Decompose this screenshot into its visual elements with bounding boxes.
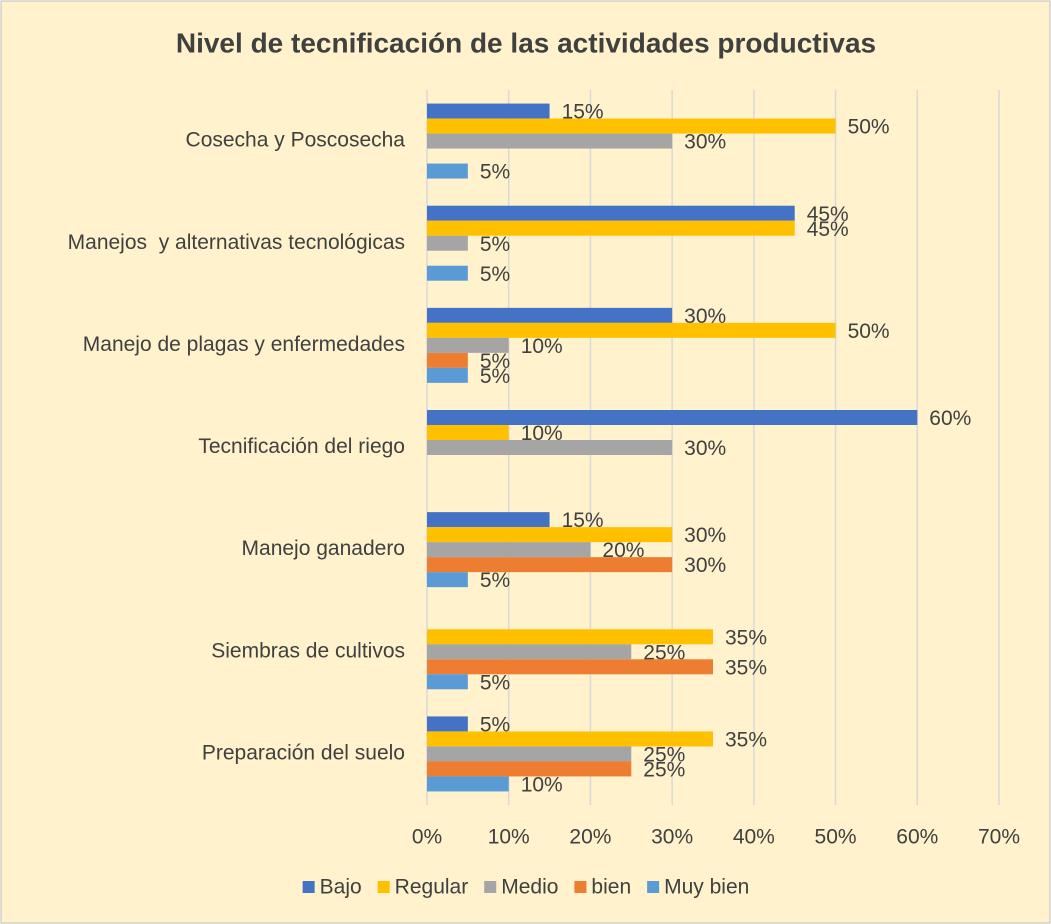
bar (427, 440, 673, 455)
legend-label: Bajo (320, 876, 362, 899)
legend-label: bien (591, 876, 631, 899)
x-tick-label: 20% (569, 826, 611, 849)
bar (427, 512, 550, 528)
bar (427, 163, 468, 179)
data-label: 5% (480, 569, 510, 592)
bar (427, 367, 468, 383)
legend-swatch (647, 881, 660, 893)
data-label: 10% (521, 335, 563, 358)
data-label: 10% (521, 422, 563, 445)
data-label: 30% (684, 131, 726, 154)
y-tick-label: Siembras de cultivos (211, 639, 405, 662)
bar (427, 337, 509, 353)
x-tick-label: 30% (651, 826, 693, 849)
legend-label: Muy bien (664, 876, 749, 899)
data-label: 30% (684, 305, 726, 328)
bar (427, 410, 918, 425)
legend-label: Regular (395, 876, 469, 899)
x-tick-label: 60% (896, 826, 938, 849)
bar (427, 265, 468, 281)
x-tick-label: 0% (412, 826, 442, 849)
data-label: 20% (602, 539, 644, 562)
bar (427, 322, 836, 338)
bar (427, 629, 713, 645)
bar (427, 644, 632, 660)
data-label: 5% (480, 233, 510, 256)
bar (427, 220, 795, 236)
data-label: 25% (643, 641, 685, 664)
y-tick-label: Preparación del suelo (202, 741, 405, 764)
legend-swatch (574, 881, 587, 893)
bar (427, 746, 632, 762)
bar (427, 205, 795, 221)
data-label: 15% (562, 509, 604, 532)
bar (427, 716, 468, 732)
data-label: 60% (929, 407, 971, 430)
bar (427, 235, 468, 251)
x-tick-label: 40% (733, 826, 775, 849)
bar (427, 425, 509, 440)
bar (427, 731, 713, 747)
y-tick-label: Manejo ganadero (242, 537, 405, 560)
data-label: 10% (521, 773, 563, 796)
data-label: 35% (725, 728, 767, 751)
bar (427, 572, 468, 588)
bar (427, 527, 673, 543)
bar (427, 103, 550, 119)
data-label: 5% (480, 713, 510, 736)
data-label: 30% (684, 437, 726, 460)
legend-swatch (377, 881, 390, 893)
legend-label: Medio (501, 876, 558, 899)
data-label: 15% (562, 101, 604, 124)
bar (427, 674, 468, 690)
data-label: 5% (480, 365, 510, 388)
data-label: 5% (480, 161, 510, 184)
y-tick-label: Manejo de plagas y enfermedades (83, 333, 405, 356)
data-label: 5% (480, 671, 510, 694)
bar (427, 659, 713, 675)
legend-swatch (302, 881, 315, 893)
bar (427, 352, 468, 368)
bar (427, 557, 673, 573)
data-label: 35% (725, 626, 767, 649)
y-tick-label: Tecnificación del riego (198, 435, 405, 458)
x-tick-label: 50% (815, 826, 857, 849)
data-label: 5% (480, 263, 510, 286)
x-tick-label: 10% (488, 826, 530, 849)
bar (427, 776, 509, 792)
bar (427, 307, 673, 323)
data-label: 30% (684, 524, 726, 547)
data-label: 30% (684, 554, 726, 577)
data-label: 35% (725, 656, 767, 679)
x-tick-label: 70% (978, 826, 1020, 849)
y-tick-label: Cosecha y Poscosecha (186, 129, 406, 152)
chart-title: Nivel de tecnificación de las actividade… (176, 27, 876, 58)
data-label: 5% (480, 350, 510, 373)
bar (427, 761, 632, 777)
legend-swatch (484, 881, 497, 893)
data-label: 50% (848, 116, 890, 139)
data-label: 25% (643, 743, 685, 766)
bar (427, 542, 591, 558)
y-tick-label: Manejos y alternativas tecnológicas (68, 231, 405, 254)
data-label: 50% (848, 320, 890, 343)
data-label: 45% (807, 203, 849, 226)
bar (427, 133, 673, 149)
data-label: 45% (807, 218, 849, 241)
bar (427, 118, 836, 134)
data-label: 25% (643, 758, 685, 781)
